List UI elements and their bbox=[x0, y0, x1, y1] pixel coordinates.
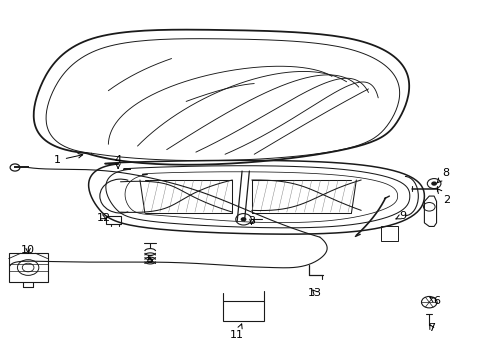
Text: 1: 1 bbox=[54, 154, 82, 165]
Text: 12: 12 bbox=[96, 212, 110, 222]
Text: 10: 10 bbox=[21, 245, 35, 255]
Text: 11: 11 bbox=[230, 324, 244, 341]
Circle shape bbox=[430, 181, 436, 186]
Text: 9: 9 bbox=[395, 211, 405, 221]
Text: 6: 6 bbox=[429, 296, 439, 306]
Text: 8: 8 bbox=[436, 168, 449, 183]
Text: 4: 4 bbox=[114, 156, 122, 168]
Text: 5: 5 bbox=[146, 255, 153, 265]
Text: 2: 2 bbox=[436, 189, 449, 204]
Circle shape bbox=[240, 217, 246, 221]
Text: 3: 3 bbox=[248, 216, 255, 226]
Text: 13: 13 bbox=[307, 288, 321, 297]
Text: 7: 7 bbox=[427, 323, 434, 333]
